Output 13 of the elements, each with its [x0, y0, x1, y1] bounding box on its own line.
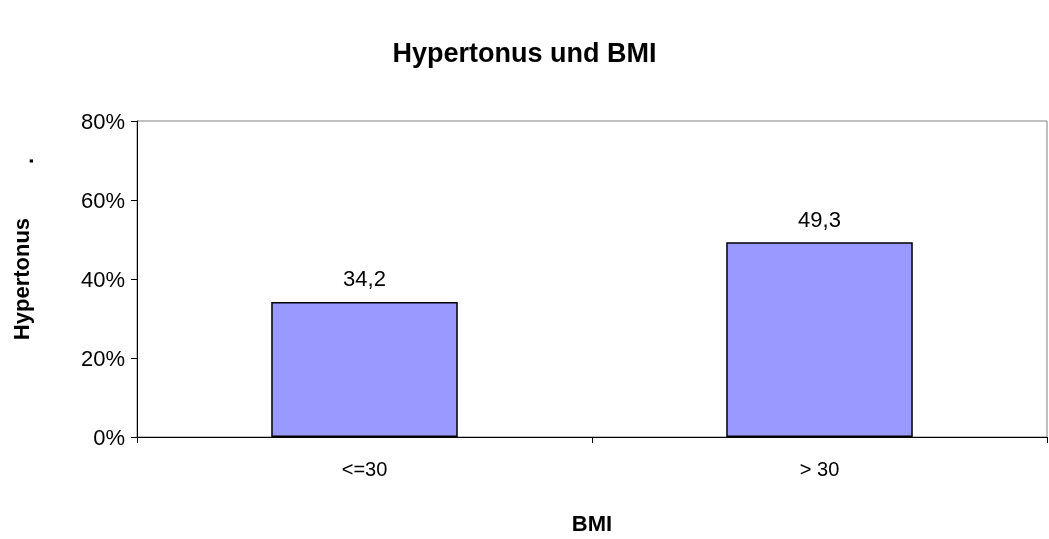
y-tick-label: 20% — [80, 345, 125, 371]
y-axis-title: Hypertonus — [8, 217, 34, 341]
x-axis-title: BMI — [571, 510, 613, 536]
y-tick-label: 40% — [80, 266, 125, 292]
x-tick-label: <=30 — [341, 458, 388, 480]
data-label: 34,2 — [343, 266, 386, 292]
data-label: 49,3 — [798, 206, 841, 232]
y-tick-label: 80% — [80, 108, 125, 134]
chart-title: Hypertonus und BMI — [392, 37, 657, 68]
y-tick-label: 60% — [80, 187, 125, 213]
x-tick-label: > 30 — [799, 458, 840, 480]
y-tick-label: 0% — [93, 424, 125, 450]
text: . — [12, 157, 38, 165]
